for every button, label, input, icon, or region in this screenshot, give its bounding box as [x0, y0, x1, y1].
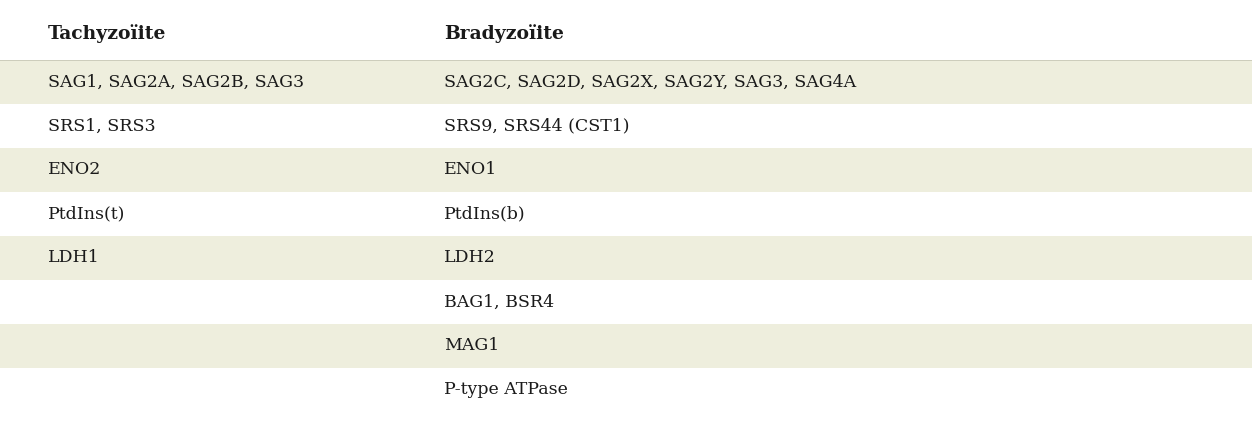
Bar	[0, 148, 1252, 192]
Text: PtdIns(b): PtdIns(b)	[444, 206, 526, 222]
Bar	[0, 192, 1252, 236]
Bar	[0, 368, 1252, 412]
Text: SAG2C, SAG2D, SAG2X, SAG2Y, SAG3, SAG4A: SAG2C, SAG2D, SAG2X, SAG2Y, SAG3, SAG4A	[444, 73, 856, 90]
Text: BAG1, BSR4: BAG1, BSR4	[444, 294, 555, 311]
Text: SRS9, SRS44 (CST1): SRS9, SRS44 (CST1)	[444, 117, 630, 134]
Text: PtdIns(t): PtdIns(t)	[48, 206, 125, 222]
Text: SRS1, SRS3: SRS1, SRS3	[48, 117, 155, 134]
Text: LDH1: LDH1	[48, 250, 99, 267]
Text: SAG1, SAG2A, SAG2B, SAG3: SAG1, SAG2A, SAG2B, SAG3	[48, 73, 304, 90]
Bar	[0, 104, 1252, 148]
Text: LDH2: LDH2	[444, 250, 496, 267]
Text: ENO2: ENO2	[48, 162, 101, 178]
Text: ENO1: ENO1	[444, 162, 498, 178]
Text: MAG1: MAG1	[444, 337, 500, 355]
Bar	[0, 60, 1252, 104]
Text: Tachyzoïite: Tachyzoïite	[48, 24, 167, 44]
Bar	[0, 280, 1252, 324]
Bar	[0, 8, 1252, 60]
Bar	[0, 236, 1252, 280]
Text: P-type ATPase: P-type ATPase	[444, 381, 568, 399]
Text: Bradyzoïite: Bradyzoïite	[444, 24, 565, 44]
Bar	[0, 324, 1252, 368]
